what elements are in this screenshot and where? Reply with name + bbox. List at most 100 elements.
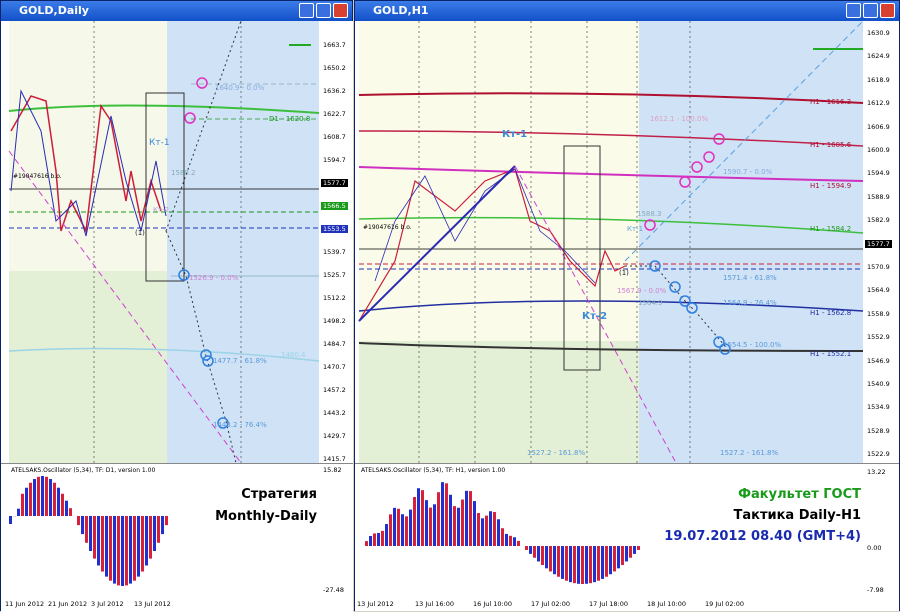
- annotation: 1612.1 - 100.0%: [650, 115, 708, 123]
- price-axis-label: 1600.9: [865, 146, 892, 154]
- oscillator-axis-label: -27.48: [323, 586, 344, 594]
- oscillator-bar: [421, 490, 424, 546]
- time-axis-label: 3 Jul 2012: [91, 600, 124, 608]
- oscillator-bar: [369, 536, 372, 546]
- annotation: Кт-2: [153, 206, 169, 214]
- oscillator-bar: [129, 516, 132, 584]
- price-axis-label: 1552.9: [865, 333, 892, 341]
- oscillator-bar: [397, 509, 400, 546]
- title-bar: GOLD,H1: [355, 1, 899, 21]
- price-axis-label: 1594.7: [321, 156, 348, 164]
- oscillator-axis-label: 0.00: [867, 544, 881, 552]
- oscillator-bar: [425, 500, 428, 546]
- annotation: H1 - 1616.3: [810, 98, 851, 106]
- price-axis-label: 1470.7: [321, 363, 348, 371]
- oscillator-bar: [37, 477, 40, 516]
- maximize-button[interactable]: [316, 3, 331, 18]
- oscillator-bar: [53, 483, 56, 516]
- oscillator-bar: [557, 546, 560, 577]
- price-axis-label: 1606.9: [865, 123, 892, 131]
- annotation: 1588.3: [637, 210, 662, 218]
- oscillator-bar: [549, 546, 552, 571]
- annotation: 1567.9 - 0.0%: [617, 287, 666, 295]
- oscillator-bar: [577, 546, 580, 584]
- oscillator-bar: [593, 546, 596, 582]
- minimize-button[interactable]: [299, 3, 314, 18]
- annotation: 1580.2: [171, 169, 196, 177]
- minimize-button[interactable]: [846, 3, 861, 18]
- oscillator-bar: [405, 516, 408, 546]
- oscillator-bar: [469, 491, 472, 546]
- price-axis-label: 1577.7: [865, 240, 892, 248]
- oscillator-bar: [609, 546, 612, 574]
- close-button[interactable]: [880, 3, 895, 18]
- close-button[interactable]: [333, 3, 348, 18]
- caption-line: 19.07.2012 08.40 (GMT+4): [635, 526, 861, 547]
- oscillator-bar: [573, 546, 576, 583]
- annotation: H1 - 1584.2: [810, 225, 851, 233]
- oscillator-bar: [65, 501, 68, 516]
- annotation: 1571.4 - 61.8%: [723, 274, 777, 282]
- annotation: Кт-1: [627, 225, 643, 233]
- oscillator-panel: ATELSAKS.Oscillator (5,34), TF: H1, vers…: [355, 463, 899, 599]
- price-axis-label: 1618.9: [865, 76, 892, 84]
- annotation: (1): [619, 269, 629, 277]
- annotation: 1443.2 - 76.4%: [213, 421, 267, 429]
- oscillator-bar: [109, 516, 112, 581]
- price-axis-label: 1546.9: [865, 357, 892, 365]
- oscillator-bar: [81, 516, 84, 534]
- price-axis-label: 1558.9: [865, 310, 892, 318]
- oscillator-bar: [477, 513, 480, 546]
- time-axis-label: 19 Jul 02:00: [705, 600, 744, 608]
- oscillator-bar: [389, 514, 392, 546]
- oscillator-bar: [561, 546, 564, 579]
- oscillator-bar: [489, 511, 492, 546]
- oscillator-bar: [541, 546, 544, 565]
- maximize-button[interactable]: [863, 3, 878, 18]
- oscillator-axis-label: -7.98: [867, 586, 884, 594]
- title-bar: GOLD,Daily: [1, 1, 352, 21]
- oscillator-bar: [513, 537, 516, 546]
- oscillator-bar: [605, 546, 608, 577]
- oscillator-bar: [601, 546, 604, 579]
- oscillator-bar: [69, 508, 72, 516]
- oscillator-bar: [465, 491, 468, 546]
- oscillator-bar: [409, 510, 412, 546]
- window-title: GOLD,H1: [373, 4, 429, 17]
- oscillator-bar: [497, 519, 500, 546]
- oscillator-bar: [101, 516, 104, 572]
- oscillator-panel: ATELSAKS.Oscillator (5,34), TF: D1, vers…: [1, 463, 353, 599]
- oscillator-bar: [85, 516, 88, 543]
- caption: Факультет ГОСТ Тактика Daily-H1 19.07.20…: [635, 484, 861, 547]
- oscillator-bar: [149, 516, 152, 559]
- oscillator-bar: [373, 533, 376, 546]
- oscillator-bar: [437, 492, 440, 546]
- annotation: Кт-1: [502, 129, 527, 140]
- oscillator-bar: [525, 546, 528, 550]
- price-axis-label: 1630.9: [865, 29, 892, 37]
- price-axis-label: 1457.2: [321, 386, 348, 394]
- oscillator-bar: [105, 516, 108, 577]
- oscillator-bar: [453, 506, 456, 546]
- oscillator-bar: [449, 495, 452, 546]
- oscillator-bar: [621, 546, 624, 565]
- price-axis-label: 1636.2: [321, 87, 348, 95]
- price-axis-label: 1522.9: [865, 450, 892, 458]
- time-axis-label: 17 Jul 18:00: [589, 600, 628, 608]
- oscillator-bar: [93, 516, 96, 559]
- time-axis-label: 13 Jul 16:00: [415, 600, 454, 608]
- oscillator-bar: [457, 508, 460, 546]
- oscillator-bar: [533, 546, 536, 558]
- time-axis-label: 16 Jul 10:00: [473, 600, 512, 608]
- price-axis-label: 1484.7: [321, 340, 348, 348]
- price-axis-label: 1624.9: [865, 52, 892, 60]
- oscillator-bar: [165, 516, 168, 525]
- price-axis-label: 1528.9: [865, 427, 892, 435]
- caption-line: Тактика Daily-H1: [635, 505, 861, 526]
- price-axis-label: 1622.7: [321, 110, 348, 118]
- oscillator-bar: [585, 546, 588, 584]
